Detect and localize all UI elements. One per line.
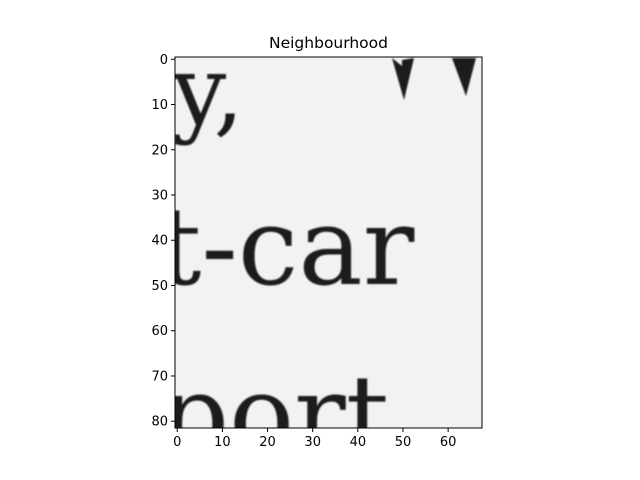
y-tick-label: 40 xyxy=(151,234,168,249)
scan-text-row-3: port xyxy=(160,353,389,478)
chart-title: Neighbourhood xyxy=(269,34,388,52)
x-tick-label: 20 xyxy=(259,435,276,450)
scan-text-row-2: t-car xyxy=(158,185,415,310)
x-tick-label: 0 xyxy=(173,435,181,450)
x-tick-label: 40 xyxy=(350,435,367,450)
scan-text-row-1: y, xyxy=(171,35,244,147)
paper-background xyxy=(175,57,482,428)
scan-glyph-w-left xyxy=(392,58,414,100)
y-tick-label: 10 xyxy=(151,98,168,113)
y-tick-label: 70 xyxy=(151,369,168,384)
plot-frame xyxy=(174,56,483,429)
y-tick-label: 0 xyxy=(160,53,168,68)
x-tick-label: 10 xyxy=(214,435,231,450)
x-tick-label: 30 xyxy=(304,435,321,450)
y-axis: 0 10 20 30 40 50 60 70 80 xyxy=(151,53,175,430)
y-tick-label: 60 xyxy=(151,324,168,339)
image-content: y, t-car port xyxy=(158,35,482,478)
y-tick-label: 50 xyxy=(151,279,168,294)
y-tick-label: 30 xyxy=(151,188,168,203)
x-axis: 0 10 20 30 40 50 60 xyxy=(173,428,456,450)
x-tick-label: 60 xyxy=(440,435,457,450)
scan-glyph-w-right xyxy=(452,58,476,96)
y-tick-label: 20 xyxy=(151,143,168,158)
y-tick-label: 80 xyxy=(151,415,168,430)
x-tick-label: 50 xyxy=(395,435,412,450)
